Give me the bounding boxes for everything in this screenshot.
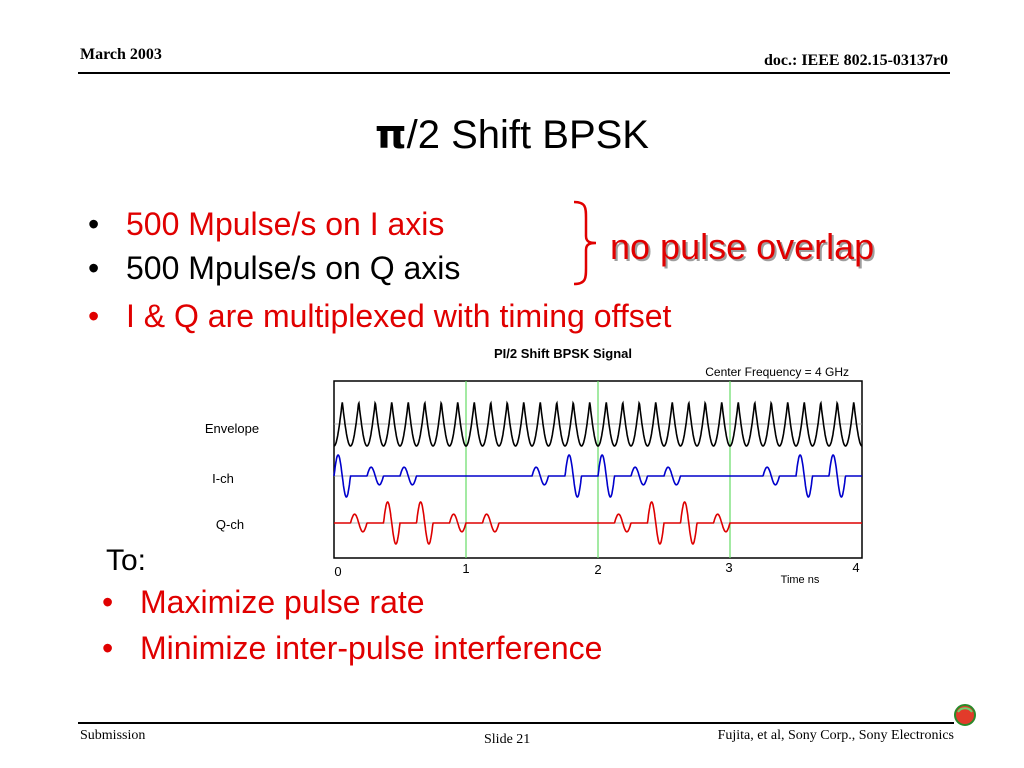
goal-text: Minimize inter-pulse interference [140,630,603,666]
x-tick-1: 1 [462,561,469,576]
bullet-text: 500 Mpulse/s on I axis [126,206,445,242]
bullet-dot: • [88,298,100,334]
channel-label-envelope: Envelope [205,421,259,436]
bullet-dot: • [88,250,100,286]
bullet-text: 500 Mpulse/s on Q axis [126,250,461,286]
bullet-2: • 500 Mpulse/s on Q axis [88,250,460,287]
signal-traces [333,400,863,545]
channel-label-q: Q-ch [216,517,244,532]
curly-brace-icon [573,200,597,286]
header-rule [78,72,950,74]
goal-1: • Maximize pulse rate [102,584,425,621]
header-doc-id: doc.: IEEE 802.15-03137r0 [764,52,948,69]
trace-i-ch [333,454,862,498]
bullet-dot: • [88,206,100,242]
chart-title: PI/2 Shift BPSK Signal [494,346,632,361]
sony-logo-icon [954,704,976,726]
channel-label-i: I-ch [212,471,234,486]
bullet-text: I & Q are multiplexed with timing offset [126,298,672,334]
footer-authors: Fujita, et al, Sony Corp., Sony Electron… [717,728,954,743]
bullet-1: • 500 Mpulse/s on I axis [88,206,444,243]
title-text: /2 Shift BPSK [406,113,649,157]
grid-lines [465,381,731,558]
trace-envelope [333,400,863,447]
trace-q-ch [334,501,862,545]
bullet-dot: • [102,630,114,666]
slide-title: π/2 Shift BPSK [0,112,1024,158]
footer-submission: Submission [80,728,146,743]
x-tick-2: 2 [594,562,601,577]
title-pi-symbol: π [375,112,407,158]
header-date: March 2003 [80,46,162,63]
goal-text: Maximize pulse rate [140,584,425,620]
x-tick-3: 3 [725,560,732,575]
x-tick-4: 4 [852,560,859,575]
bpsk-signal-chart: PI/2 Shift BPSK Signal Center Frequency … [205,346,863,586]
to-label: To: [106,544,147,577]
goal-2: • Minimize inter-pulse interference [102,630,602,667]
no-pulse-overlap-note: no pulse overlap [610,226,875,267]
footer-rule [78,722,954,724]
footer-slide-number: Slide 21 [484,732,531,747]
bullet-dot: • [102,584,114,620]
x-tick-0: 0 [334,564,341,579]
bullet-3: • I & Q are multiplexed with timing offse… [88,298,671,335]
chart-subtitle: Center Frequency = 4 GHz [705,365,849,379]
x-axis-label: Time ns [781,574,820,586]
